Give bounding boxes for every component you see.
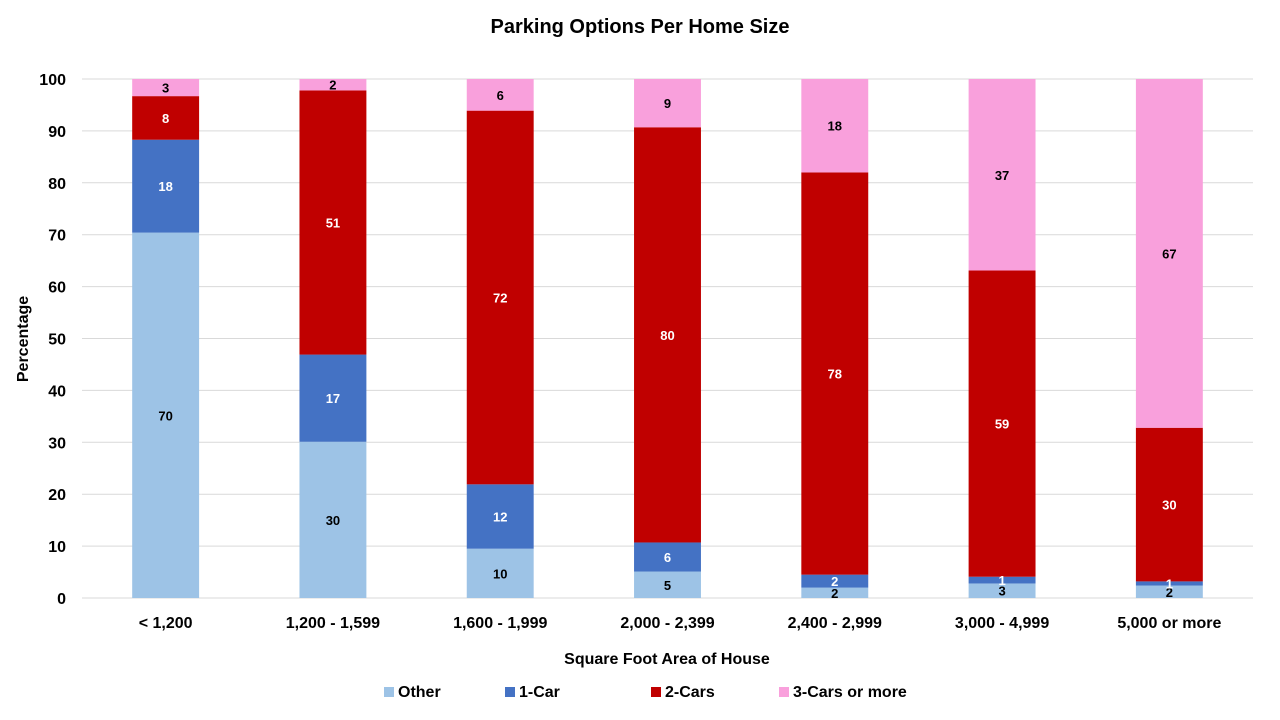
data-label: 67 [1162, 246, 1176, 261]
bar-segment [634, 79, 701, 128]
bar-segment [1135, 581, 1203, 586]
x-tick-label: 1,200 - 1,599 [286, 615, 380, 632]
bar-segment [801, 574, 869, 588]
data-label: 6 [497, 88, 504, 103]
data-label: 18 [828, 119, 842, 134]
y-tick-label: 90 [48, 124, 66, 141]
bar-segment [466, 79, 534, 111]
data-label: 2 [329, 78, 336, 93]
data-labels: 7018833017512101272656809227818315937213… [158, 78, 1176, 601]
bar-segment [968, 79, 1036, 271]
bar-segment [299, 354, 367, 442]
data-label: 9 [664, 96, 671, 111]
x-axis-ticks: < 1,200 1,200 - 1,599 1,600 - 1,999 2,000 -… [139, 615, 1222, 632]
bar-segment [132, 96, 200, 140]
legend-label: 2-Cars [665, 684, 715, 701]
legend-swatch [505, 687, 515, 697]
data-label: 1 [1166, 576, 1173, 591]
y-tick-label: 30 [48, 435, 66, 452]
bar-segment [466, 484, 534, 549]
data-label: 3 [998, 584, 1005, 599]
bar-segment [1135, 79, 1203, 428]
x-tick-label: < 1,200 [139, 615, 193, 632]
bar-segment [466, 110, 534, 485]
data-label: 70 [158, 408, 172, 423]
data-label: 2 [831, 574, 838, 589]
data-label: 17 [326, 391, 340, 406]
bar-segment [968, 270, 1036, 577]
bar-segment [968, 583, 1036, 598]
legend: Other 1-Car 2-Cars 3-Cars or more [384, 684, 907, 701]
data-label: 78 [828, 367, 842, 382]
bar-segment [132, 232, 200, 598]
bars [132, 79, 1203, 598]
bar-segment [634, 542, 701, 572]
data-label: 30 [326, 513, 340, 528]
data-label: 8 [162, 111, 169, 126]
bar-segment [801, 79, 869, 173]
data-label: 80 [660, 328, 674, 343]
bar-segment [132, 79, 200, 97]
x-tick-label: 1,600 - 1,999 [453, 615, 547, 632]
bar-segment [801, 587, 869, 598]
data-label: 6 [664, 550, 671, 565]
data-label: 12 [493, 510, 507, 525]
legend-swatch [384, 687, 394, 697]
data-label: 3 [162, 81, 169, 96]
x-tick-label: 2,000 - 2,399 [620, 615, 714, 632]
bar-segment [1135, 585, 1203, 598]
bar-segment [299, 441, 367, 598]
legend-label: 3-Cars or more [793, 684, 907, 701]
y-axis-title: Percentage [15, 296, 32, 382]
y-tick-label: 20 [48, 487, 66, 504]
bar-segment [968, 576, 1036, 584]
data-label: 10 [493, 566, 507, 581]
data-label: 2 [831, 586, 838, 601]
y-tick-label: 60 [48, 280, 66, 297]
y-axis-ticks: 0 10 20 30 40 50 60 70 80 90 100 [39, 72, 66, 608]
legend-swatch [779, 687, 789, 697]
y-tick-label: 70 [48, 228, 66, 245]
x-tick-label: 2,400 - 2,999 [788, 615, 882, 632]
bar-segment [1135, 427, 1203, 582]
y-tick-label: 0 [57, 591, 66, 608]
legend-label: Other [398, 684, 441, 701]
chart-title: Parking Options Per Home Size [491, 16, 790, 38]
data-label: 37 [995, 168, 1009, 183]
y-tick-label: 10 [48, 539, 66, 556]
legend-swatch [651, 687, 661, 697]
legend-label: 1-Car [519, 684, 560, 701]
y-tick-label: 40 [48, 383, 66, 400]
bar-segment [299, 79, 367, 91]
y-tick-label: 50 [48, 332, 66, 349]
bar-segment [634, 571, 701, 598]
data-label: 30 [1162, 498, 1176, 513]
data-label: 51 [326, 216, 340, 231]
x-tick-label: 5,000 or more [1117, 615, 1221, 632]
y-tick-label: 100 [39, 72, 66, 89]
bar-segment [299, 90, 367, 355]
y-tick-label: 80 [48, 176, 66, 193]
data-label: 1 [998, 573, 1005, 588]
bar-segment [801, 172, 869, 575]
bar-segment [634, 127, 701, 543]
x-axis-title: Square Foot Area of House [564, 651, 770, 668]
data-label: 2 [1166, 585, 1173, 600]
x-tick-label: 3,000 - 4,999 [955, 615, 1049, 632]
data-label: 5 [664, 578, 671, 593]
bar-segment [466, 548, 534, 598]
data-label: 59 [995, 417, 1009, 432]
bar-segment [132, 139, 200, 233]
data-label: 18 [158, 179, 172, 194]
data-label: 72 [493, 290, 507, 305]
